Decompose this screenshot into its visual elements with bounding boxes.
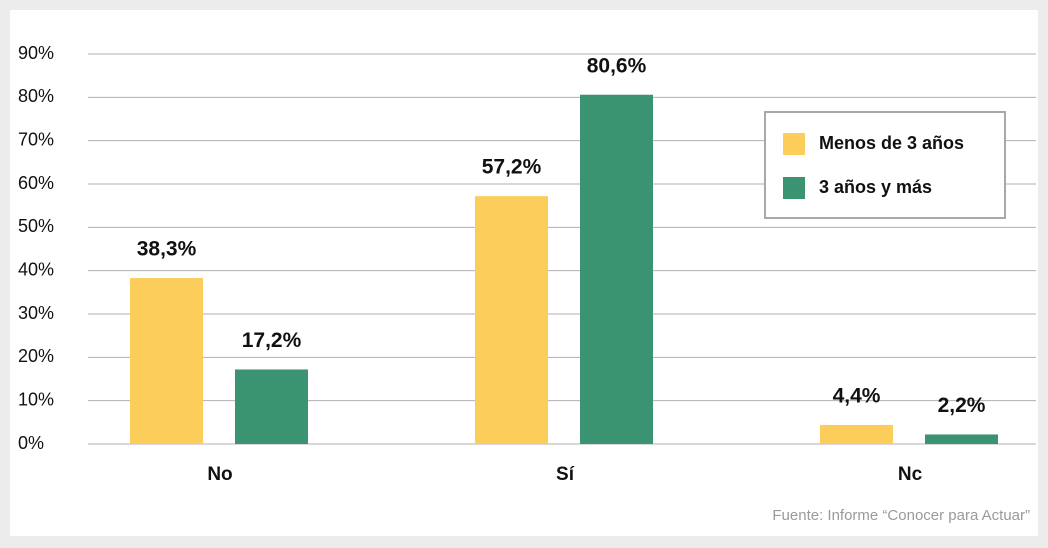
bar [580, 94, 653, 444]
y-tick-label: 50% [18, 216, 54, 236]
x-tick-label: Sí [556, 464, 575, 485]
data-label: 17,2% [242, 329, 302, 352]
legend-label: Menos de 3 años [819, 133, 964, 153]
legend-swatch [783, 133, 805, 155]
data-label: 2,2% [938, 394, 986, 417]
legend-box [764, 111, 1006, 219]
bar [130, 278, 203, 444]
legend-swatch [783, 177, 805, 199]
data-label: 57,2% [482, 156, 542, 179]
y-tick-label: 20% [18, 346, 54, 366]
bar [475, 196, 548, 444]
bar [235, 369, 308, 444]
data-label: 80,6% [587, 54, 647, 77]
y-tick-label: 0% [18, 433, 44, 453]
source-note: Fuente: Informe “Conocer para Actuar” [772, 507, 1030, 524]
y-tick-label: 60% [18, 173, 54, 193]
y-tick-label: 80% [18, 86, 54, 106]
data-label: 4,4% [833, 384, 881, 407]
x-tick-label: Nc [898, 464, 923, 485]
y-tick-label: 30% [18, 303, 54, 323]
bar [925, 434, 998, 444]
y-tick-label: 90% [18, 43, 54, 63]
y-tick-label: 40% [18, 259, 54, 279]
bar [820, 424, 893, 444]
y-tick-label: 10% [18, 389, 54, 409]
x-tick-label: No [207, 464, 232, 485]
data-label: 38,3% [137, 238, 197, 261]
legend-label: 3 años y más [819, 177, 932, 197]
y-tick-label: 70% [18, 129, 54, 149]
